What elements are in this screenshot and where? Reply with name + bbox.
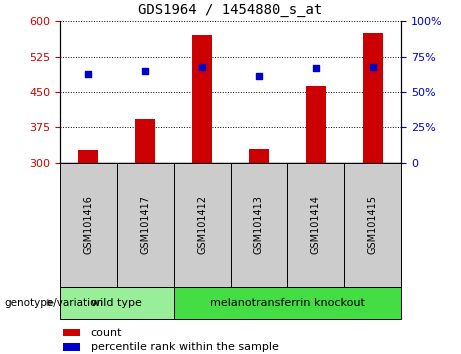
Text: melanotransferrin knockout: melanotransferrin knockout xyxy=(210,298,365,308)
Bar xyxy=(78,150,98,163)
Point xyxy=(198,64,206,69)
Bar xyxy=(363,33,383,163)
Bar xyxy=(249,149,269,163)
Point xyxy=(369,64,376,69)
Bar xyxy=(230,163,287,287)
Text: GSM101413: GSM101413 xyxy=(254,195,264,254)
Text: wild type: wild type xyxy=(91,298,142,308)
Point xyxy=(142,68,149,74)
Bar xyxy=(60,287,174,319)
Text: GSM101414: GSM101414 xyxy=(311,195,321,254)
Point xyxy=(255,74,263,79)
Bar xyxy=(117,163,174,287)
Text: GSM101412: GSM101412 xyxy=(197,195,207,254)
Bar xyxy=(287,163,344,287)
Text: count: count xyxy=(91,328,122,338)
Bar xyxy=(60,163,117,287)
Bar xyxy=(192,35,212,163)
Text: percentile rank within the sample: percentile rank within the sample xyxy=(91,342,278,352)
Text: GSM101415: GSM101415 xyxy=(367,195,378,254)
Bar xyxy=(174,163,230,287)
Text: genotype/variation: genotype/variation xyxy=(5,298,104,308)
Bar xyxy=(63,329,80,336)
Text: GSM101417: GSM101417 xyxy=(140,195,150,254)
Point xyxy=(85,71,92,76)
Bar xyxy=(135,119,155,163)
Text: GSM101416: GSM101416 xyxy=(83,195,94,254)
Bar xyxy=(306,86,326,163)
Point xyxy=(312,65,319,71)
Bar xyxy=(174,287,401,319)
Title: GDS1964 / 1454880_s_at: GDS1964 / 1454880_s_at xyxy=(138,4,323,17)
Bar xyxy=(344,163,401,287)
Bar xyxy=(63,343,80,351)
